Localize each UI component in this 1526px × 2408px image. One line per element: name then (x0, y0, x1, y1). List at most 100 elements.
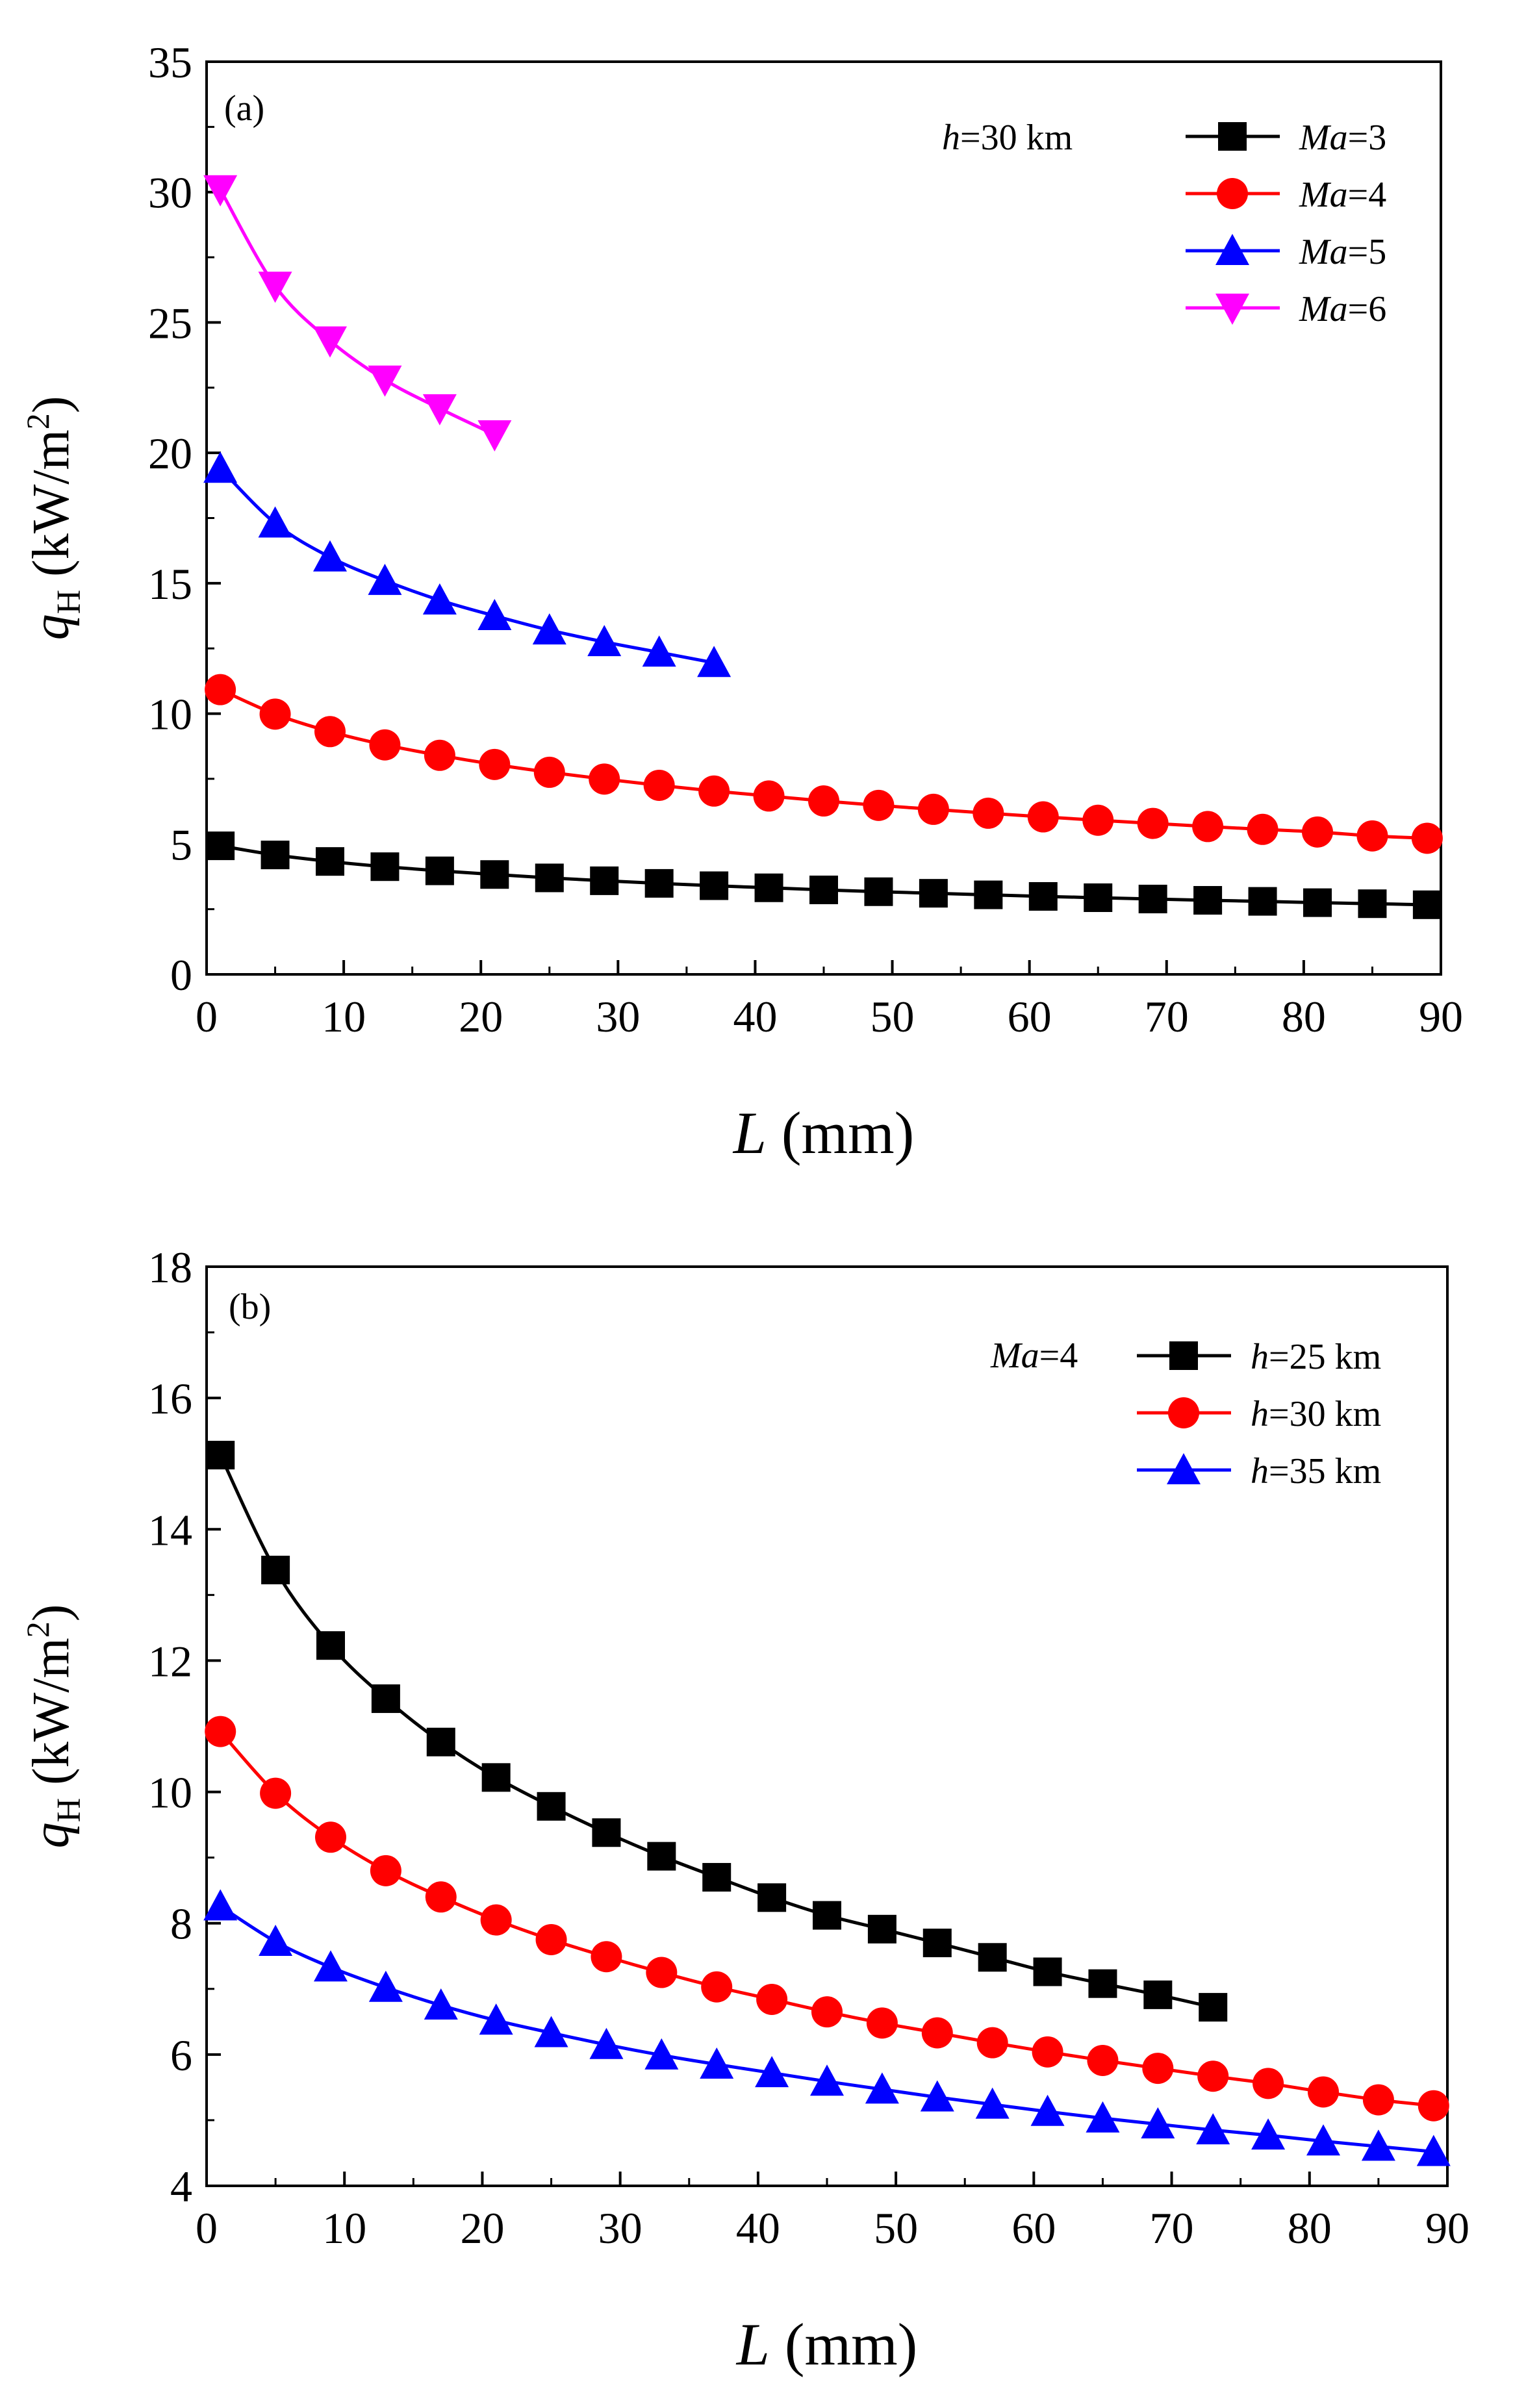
data-point (1248, 887, 1277, 916)
data-point (865, 2072, 899, 2104)
y-tick-label: 16 (148, 1374, 192, 1423)
y-tick-label: 20 (148, 429, 192, 478)
legend-marker (1215, 234, 1249, 265)
data-point (867, 1914, 897, 1944)
data-point (261, 841, 290, 870)
y-tick-label: 25 (148, 298, 192, 348)
data-point (1303, 888, 1332, 917)
panel-label: (b) (229, 1287, 271, 1327)
data-point (642, 635, 676, 667)
data-point (258, 272, 292, 303)
y-tick-label: 30 (148, 168, 192, 218)
data-point (259, 698, 291, 730)
data-point (592, 1818, 621, 1847)
data-point (258, 506, 292, 538)
data-point (644, 868, 674, 898)
legend-entry: h=25 km (1137, 1337, 1381, 1377)
data-point (1253, 2068, 1284, 2099)
legend-marker (1167, 1453, 1201, 1484)
data-point (1192, 811, 1224, 843)
series-Ma=3 (206, 831, 1442, 919)
series-line (219, 467, 715, 665)
data-point (422, 394, 457, 425)
y-tick-label: 10 (148, 1768, 192, 1818)
data-point (1027, 801, 1059, 833)
data-point (1028, 881, 1058, 911)
legend-label: Ma=4 (1299, 175, 1386, 215)
y-tick-label: 6 (170, 2031, 192, 2080)
data-point (1251, 2118, 1286, 2150)
condition-label: Ma=4 (990, 1336, 1078, 1376)
x-tick-label: 80 (1288, 2203, 1332, 2253)
legend-label: h=35 km (1251, 1451, 1381, 1491)
data-point (1086, 2101, 1120, 2133)
data-point (1143, 1980, 1173, 2009)
panel-label: (a) (224, 88, 264, 129)
data-point (917, 793, 949, 825)
data-point (537, 1792, 566, 1821)
data-point (698, 775, 730, 807)
x-tick-label: 50 (874, 2203, 918, 2253)
x-axis-label: L (mm) (735, 2311, 918, 2377)
data-point (810, 2064, 844, 2096)
x-tick-label: 60 (1008, 992, 1052, 1041)
series-Ma=5 (203, 451, 731, 678)
data-point (811, 1996, 843, 2028)
data-point (808, 785, 839, 817)
x-tick-label: 90 (1419, 992, 1463, 1041)
data-point (259, 1925, 293, 1957)
data-point (919, 879, 948, 908)
x-tick-label: 70 (1145, 992, 1189, 1041)
data-point (203, 451, 238, 483)
data-point (921, 2017, 953, 2049)
legend-entry: Ma=3 (1186, 118, 1386, 158)
x-tick-label: 0 (196, 2203, 218, 2253)
data-point (316, 1631, 345, 1660)
condition-label: h=30 km (942, 118, 1073, 158)
y-tick-label: 35 (148, 38, 192, 87)
data-point (368, 563, 402, 595)
data-point (646, 1957, 678, 1988)
data-point (424, 1988, 458, 2020)
data-point (1142, 2053, 1174, 2085)
x-tick-label: 70 (1150, 2203, 1194, 2253)
data-point (313, 540, 347, 572)
x-tick-label: 20 (460, 2203, 504, 2253)
series-Ma=4 (205, 674, 1443, 854)
data-point (315, 1821, 346, 1853)
legend-marker (1169, 1341, 1198, 1370)
series-line (218, 1454, 1214, 2009)
y-tick-label: 10 (148, 690, 192, 739)
data-point (866, 2007, 898, 2039)
data-point (701, 1971, 733, 2003)
data-point (206, 1441, 235, 1470)
data-point (314, 1950, 348, 1982)
legend-label: h=25 km (1251, 1337, 1381, 1377)
y-axis-label: qH (kW/m2) (19, 396, 88, 640)
data-point (260, 1777, 292, 1809)
data-point (644, 2038, 679, 2070)
data-point (1196, 2113, 1230, 2145)
y-tick-label: 14 (148, 1505, 192, 1554)
legend-entry: Ma=4 (1186, 175, 1386, 215)
data-point (1030, 2094, 1065, 2126)
data-point (369, 729, 401, 761)
data-point (422, 583, 457, 615)
data-point (477, 599, 512, 631)
x-tick-label: 40 (736, 2203, 780, 2253)
data-point (1137, 807, 1169, 839)
data-point (203, 175, 238, 207)
data-point (587, 625, 622, 657)
x-axis-label: L (mm) (732, 1100, 915, 1166)
data-point (1356, 820, 1388, 852)
data-point (316, 847, 344, 876)
data-point (1087, 2044, 1119, 2076)
data-point (1082, 804, 1114, 836)
data-point (1033, 1957, 1062, 1986)
data-point (205, 1716, 236, 1747)
legend-entry: h=35 km (1137, 1451, 1381, 1491)
x-tick-label: 50 (871, 992, 915, 1041)
x-tick-label: 30 (598, 2203, 642, 2253)
data-point (700, 2047, 734, 2079)
